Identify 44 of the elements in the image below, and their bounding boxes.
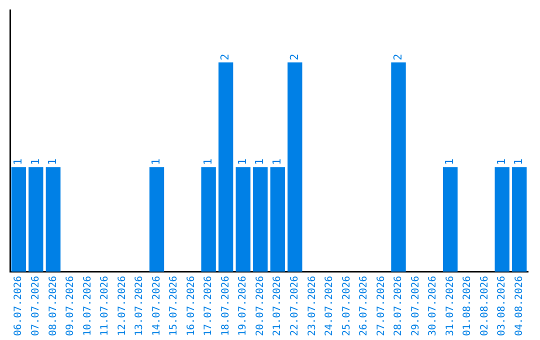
x-tick-label: 01.08.2026: [462, 276, 474, 336]
data-label: 1: [201, 158, 214, 166]
x-tick-label: 20.07.2026: [254, 276, 266, 336]
x-tick-label: 08.07.2026: [48, 276, 59, 336]
x-tick-label: 15.07.2026: [168, 276, 180, 336]
x-tick-label: 26.07.2026: [358, 276, 370, 336]
x-tick-label: 14.07.2026: [151, 276, 162, 336]
data-label: 1: [11, 158, 24, 166]
data-label: 1: [28, 158, 42, 166]
x-tick-label: 10.07.2026: [82, 276, 94, 336]
x-tick-label: 12.07.2026: [116, 276, 128, 336]
data-label: 2: [218, 54, 232, 60]
x-tick-label: 23.07.2026: [306, 276, 318, 336]
data-label: 1: [270, 158, 284, 166]
data-label: 2: [391, 54, 404, 60]
x-tick-label: 29.07.2026: [410, 276, 422, 336]
data-label: 1: [512, 158, 526, 166]
x-tick-label: 30.07.2026: [428, 276, 439, 336]
x-tick-label: 07.07.2026: [30, 276, 42, 336]
x-tick-label: 11.07.2026: [100, 276, 111, 336]
x-tick-label: 24.07.2026: [324, 276, 336, 336]
data-label: 1: [236, 158, 249, 166]
x-tick-label: 06.07.2026: [13, 276, 24, 336]
x-tick-label: 22.07.2026: [289, 276, 300, 336]
x-tick-label: 19.07.2026: [238, 276, 249, 336]
data-label: 2: [288, 54, 301, 60]
x-tick-label: 28.07.2026: [393, 276, 404, 336]
x-tick-label: 27.07.2026: [376, 276, 387, 336]
x-tick-label: 21.07.2026: [272, 276, 284, 336]
x-tick-label: 03.08.2026: [496, 276, 508, 336]
x-tick-label: 25.07.2026: [341, 276, 352, 336]
x-tick-label: 09.07.2026: [65, 276, 76, 336]
x-tick-label: 16.07.2026: [186, 276, 197, 336]
x-tick-label: 04.08.2026: [514, 276, 525, 336]
x-tick-label: 13.07.2026: [134, 276, 146, 336]
data-label: 1: [253, 158, 266, 166]
data-label: 1: [443, 158, 456, 166]
x-tick-label: 02.08.2026: [479, 276, 490, 336]
x-tick-label: 31.07.2026: [444, 276, 456, 336]
x-tick-label: 18.07.2026: [220, 276, 232, 336]
x-tick-label: 17.07.2026: [203, 276, 214, 336]
data-label: 1: [46, 158, 60, 166]
data-label: 1: [150, 158, 163, 166]
data-label: 1: [494, 158, 508, 166]
